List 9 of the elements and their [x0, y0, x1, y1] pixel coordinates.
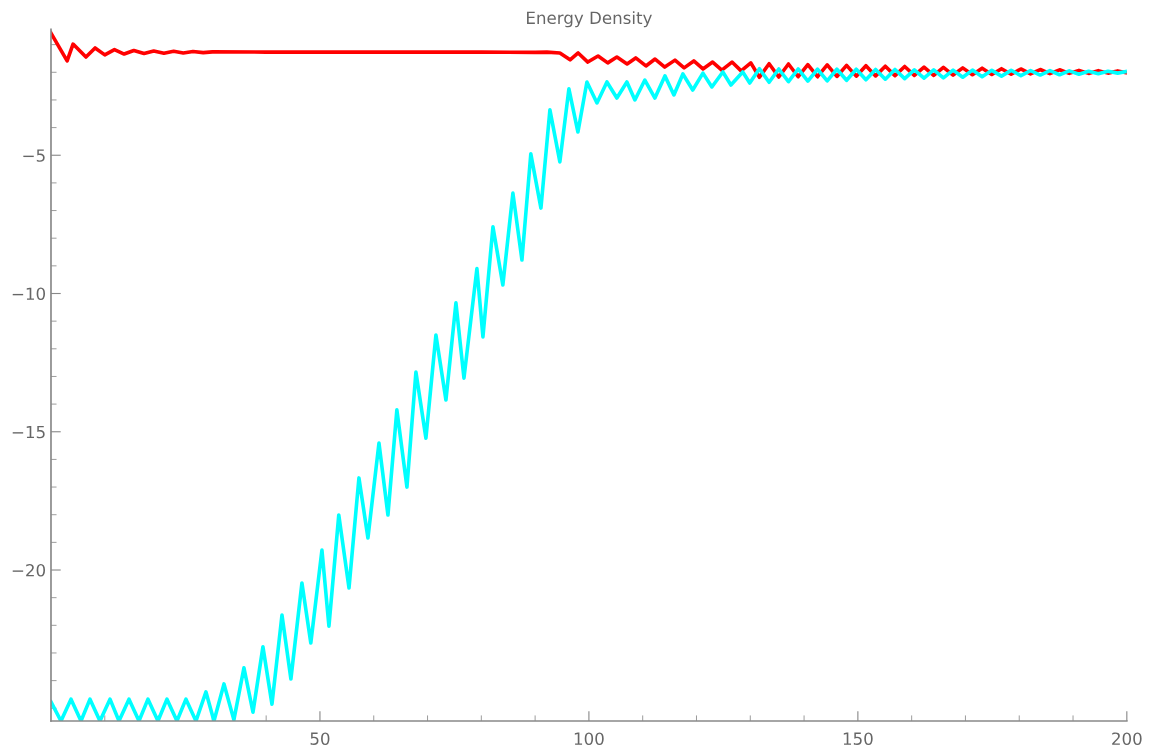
chart-title: Energy Density: [527, 11, 652, 28]
y-tick-label: −5: [23, 149, 45, 162]
y-tick-label: −15: [12, 425, 45, 439]
y-tick-label: −20: [12, 563, 46, 577]
y-tick-label: −10: [12, 287, 46, 301]
x-tick-label: 50: [310, 732, 330, 745]
x-tick-label: 200: [1112, 732, 1142, 745]
x-tick-label: 150: [843, 732, 873, 745]
x-tick-label: 100: [574, 732, 604, 745]
